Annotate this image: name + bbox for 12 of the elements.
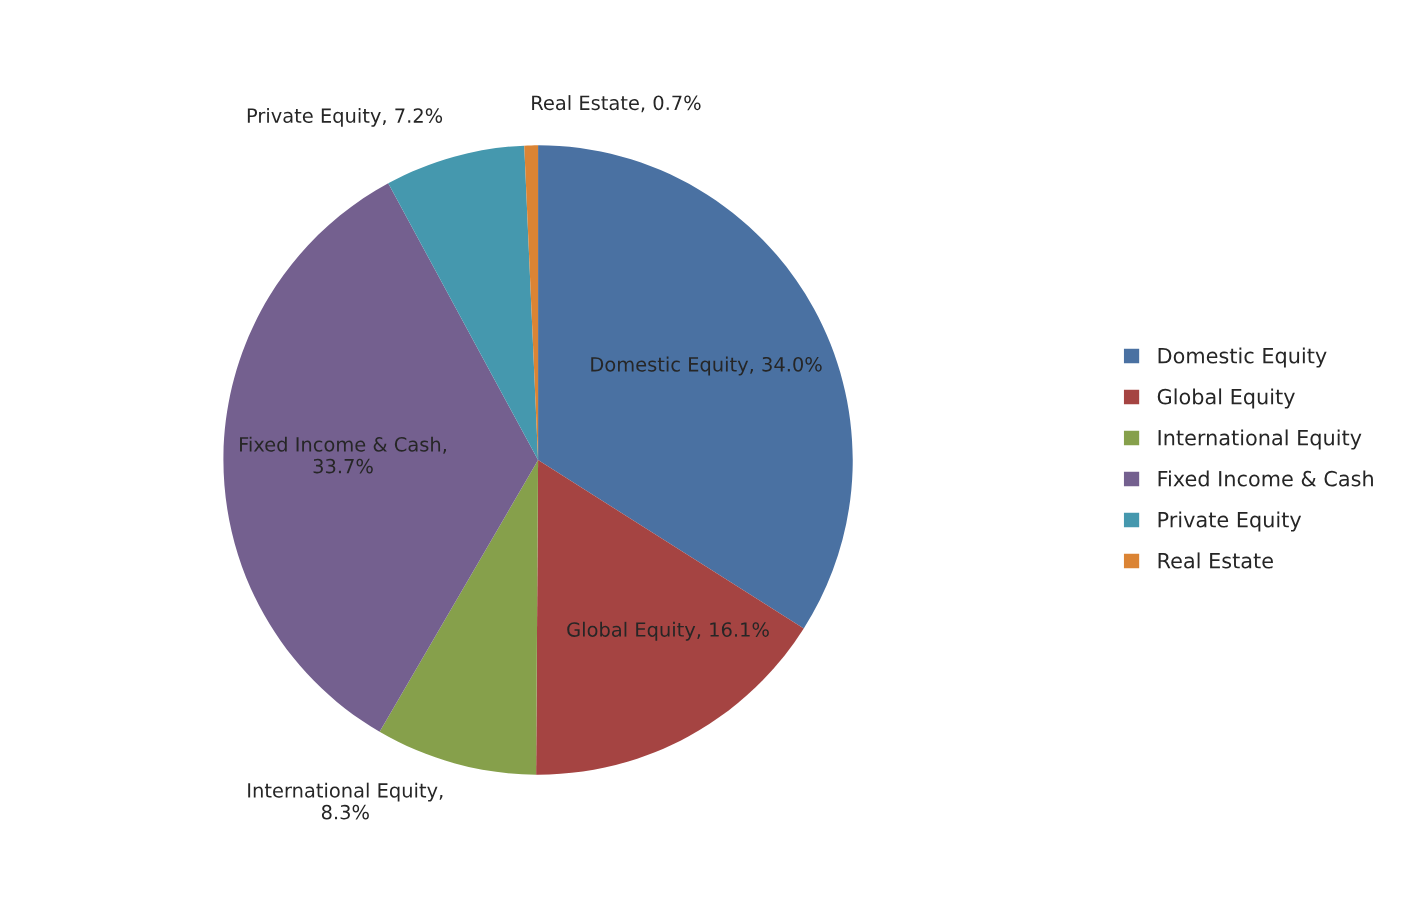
data-label: Global Equity, 16.1% <box>567 621 769 641</box>
legend-label: Fixed Income & Cash <box>1158 470 1373 487</box>
legend-label: Domestic Equity <box>1158 347 1327 368</box>
legend-label: Private Equity <box>1158 511 1302 532</box>
data-label: Real Estate, 0.7% <box>532 95 701 113</box>
legend-label: Real Estate <box>1158 552 1273 569</box>
data-label: Domestic Equity, 34.0% <box>591 356 822 376</box>
data-label: Private Equity, 7.2% <box>247 107 443 127</box>
legend-label: International Equity <box>1158 429 1362 450</box>
data-label: Fixed Income & Cash, 33.7% <box>240 436 446 474</box>
legend-label: Global Equity <box>1157 388 1295 409</box>
data-label: International Equity, 8.3% <box>248 782 443 820</box>
